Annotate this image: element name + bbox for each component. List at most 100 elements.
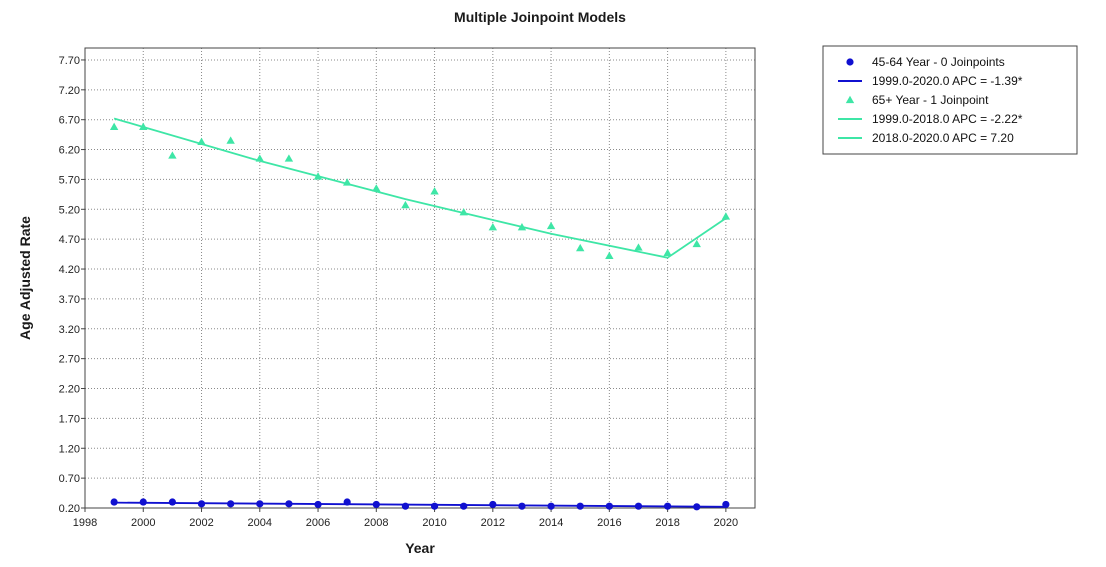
y-axis-ticks: 0.20 0.70 1.20 1.70 2.20 2.70 3.20 3.70 4.20 4.70…: [59, 55, 85, 515]
data-point-circle: [605, 502, 613, 510]
data-point-triangle: [372, 184, 381, 192]
fit-line: [114, 501, 726, 508]
x-tick-label: 2014: [539, 517, 563, 529]
x-tick-label: 2008: [364, 517, 388, 529]
data-point-triangle: [255, 154, 264, 162]
chart-title: Multiple Joinpoint Models: [454, 9, 626, 25]
data-point-triangle: [692, 239, 701, 248]
data-point-circle: [197, 500, 206, 508]
y-tick-label: 5.20: [59, 204, 80, 216]
data-point-triangle: [546, 221, 556, 230]
y-tick-label: 1.20: [59, 443, 80, 455]
data-point-circle: [460, 502, 468, 510]
x-axis-ticks: 1998 2000 2002 2004 2006 2008 2010 2012 2014 2016…: [73, 508, 738, 529]
data-point-circle: [401, 502, 410, 510]
data-point-circle: [314, 500, 322, 509]
x-tick-label: 2010: [422, 517, 446, 529]
y-tick-label: 7.20: [59, 85, 80, 97]
data-point-triangle: [139, 122, 148, 131]
data-point-triangle: [168, 151, 177, 159]
x-tick-label: 2016: [597, 517, 621, 529]
y-tick-label: 6.20: [59, 145, 80, 157]
legend-label: 1999.0-2020.0 APC = -1.39*: [872, 74, 1023, 88]
legend-item: 65+ Year - 1 Joinpoint: [845, 93, 989, 107]
x-tick-label: 2018: [655, 517, 679, 529]
x-axis-label: Year: [405, 540, 435, 556]
series-3: [113, 117, 668, 259]
legend-label: 45-64 Year - 0 Joinpoints: [872, 55, 1005, 69]
x-tick-label: 1998: [73, 517, 97, 529]
y-tick-label: 2.20: [59, 384, 80, 396]
data-point-circle: [372, 500, 380, 509]
data-point-triangle: [663, 248, 672, 257]
data-point-triangle: [109, 122, 119, 131]
legend-item: 1999.0-2018.0 APC = -2.22*: [838, 112, 1023, 126]
data-point-circle: [110, 498, 118, 506]
data-point-circle: [518, 502, 526, 510]
data-point-triangle: [197, 137, 206, 145]
data-point-triangle: [401, 200, 410, 209]
y-tick-label: 3.70: [59, 294, 80, 306]
data-point-triangle: [576, 243, 585, 252]
y-tick-label: 2.70: [59, 354, 80, 366]
y-tick-label: 7.70: [59, 55, 80, 67]
series-layer: [109, 117, 731, 511]
y-tick-label: 6.70: [59, 115, 80, 127]
data-point-triangle: [342, 178, 352, 186]
data-point-triangle: [430, 187, 439, 195]
x-tick-label: 2012: [481, 517, 505, 529]
data-point-triangle: [226, 136, 235, 144]
data-point-triangle: [284, 154, 294, 162]
y-tick-label: 1.70: [59, 413, 80, 425]
series-0: [110, 498, 730, 511]
x-tick-label: 2002: [189, 517, 213, 529]
fit-line: [113, 117, 668, 259]
y-tick-label: 4.70: [59, 234, 80, 246]
data-point-circle: [722, 500, 730, 509]
x-tick-label: 2020: [714, 517, 738, 529]
y-tick-label: 3.20: [59, 324, 80, 336]
data-point-circle: [227, 500, 235, 508]
data-point-circle: [285, 500, 293, 508]
data-point-triangle: [459, 208, 468, 216]
data-point-circle: [547, 502, 555, 510]
data-point-triangle: [605, 251, 614, 260]
data-point-circle: [256, 500, 264, 508]
data-point-triangle: [517, 223, 527, 231]
data-point-circle: [664, 502, 672, 510]
y-tick-label: 4.20: [59, 264, 80, 276]
data-point-circle: [343, 498, 351, 506]
series-2: [109, 122, 731, 260]
legend-circle-swatch: [846, 58, 854, 66]
series-1: [114, 501, 726, 508]
x-tick-label: 2000: [131, 517, 155, 529]
legend-label: 1999.0-2018.0 APC = -2.22*: [872, 112, 1023, 126]
data-point-circle: [168, 498, 176, 506]
y-axis-label: Age Adjusted Rate: [17, 216, 33, 340]
data-point-triangle: [488, 223, 498, 231]
series-4: [667, 217, 727, 259]
x-tick-label: 2004: [248, 517, 272, 529]
legend-label: 65+ Year - 1 Joinpoint: [872, 93, 989, 107]
legend: 45-64 Year - 0 Joinpoints 1999.0-2020.0 A…: [822, 45, 1078, 155]
data-point-triangle: [634, 243, 643, 251]
legend-item: 1999.0-2020.0 APC = -1.39*: [838, 74, 1023, 88]
data-point-triangle: [721, 212, 731, 220]
y-tick-label: 0.20: [59, 503, 80, 515]
legend-item: 45-64 Year - 0 Joinpoints: [846, 55, 1005, 69]
data-point-triangle: [313, 172, 323, 180]
data-point-circle: [576, 502, 584, 510]
legend-item: 2018.0-2020.0 APC = 7.20: [838, 131, 1014, 145]
fit-line: [667, 217, 727, 259]
data-point-circle: [489, 500, 497, 509]
plot-area-frame: [84, 47, 756, 509]
y-tick-label: 5.70: [59, 174, 80, 186]
data-point-circle: [430, 502, 439, 510]
legend-label: 2018.0-2020.0 APC = 7.20: [872, 131, 1014, 145]
grid: [85, 48, 755, 509]
y-tick-label: 0.70: [59, 473, 80, 485]
legend-triangle-swatch: [845, 95, 855, 104]
data-point-circle: [693, 503, 701, 511]
x-tick-label: 2006: [306, 517, 330, 529]
